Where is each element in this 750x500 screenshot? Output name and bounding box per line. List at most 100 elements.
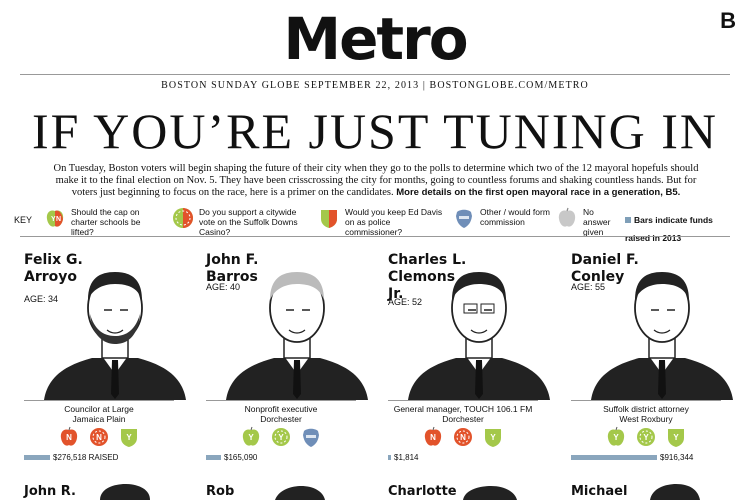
svg-text:Y: Y — [248, 433, 254, 442]
bars-legend-text: Bars indicate funds raised in 2013 — [625, 215, 713, 243]
charter-answer-icon: N — [60, 426, 78, 446]
police-answer-icon: Y — [668, 429, 684, 447]
candidate-name: Daniel F. Conley — [571, 252, 639, 286]
funds-raised-label: $916,344 — [660, 453, 694, 462]
next-candidate-name: Michael — [571, 484, 628, 499]
key-text: No answer given — [583, 207, 611, 237]
key-text: Other / would form commission — [480, 207, 550, 227]
svg-text:Y: Y — [126, 433, 132, 442]
funds-raised: $1,814 — [388, 453, 418, 462]
candidate-rule — [24, 400, 174, 401]
slot-machine-yes-no-icon — [173, 208, 193, 228]
key-label: KEY — [14, 215, 33, 225]
svg-text:Y: Y — [51, 216, 56, 223]
candidate-neighborhood: Dorchester — [442, 414, 484, 424]
candidate-description: Suffolk district attorney West Roxbury — [571, 404, 721, 424]
key-rule — [20, 236, 730, 237]
candidate-card: John F. Barros AGE: 40 Nonprofit executiv… — [206, 252, 368, 467]
svg-text:Y: Y — [490, 433, 496, 442]
candidate-age: AGE: 55 — [571, 282, 606, 292]
other-badge-icon — [456, 209, 472, 228]
next-portrait-head — [275, 486, 325, 500]
charter-answer-icon: Y — [242, 426, 260, 446]
funds-raised: $165,090 — [206, 453, 257, 462]
bar-legend-swatch — [625, 217, 631, 223]
next-portrait-head — [100, 484, 150, 500]
svg-text:Y: Y — [643, 433, 649, 442]
funds-raised-bar — [571, 455, 657, 460]
candidate-role: Nonprofit executive — [244, 404, 318, 414]
key-text: Do you support a citywide vote on the Su… — [199, 207, 298, 237]
casino-answer-icon: N — [454, 428, 472, 446]
candidate-role: General manager, TOUCH 106.1 FM — [393, 404, 533, 414]
casino-answer-icon: N — [90, 428, 108, 446]
key-item-charter: Y N Should the cap on charter schools be… — [44, 207, 159, 237]
police-answer-icon: Y — [485, 429, 501, 447]
candidate-portrait — [44, 272, 186, 400]
svg-text:Y: Y — [278, 433, 284, 442]
key-item-other: Other / would form commission — [453, 207, 553, 229]
candidate-card: Felix G. Arroyo AGE: 34 Councilor at Larg… — [24, 252, 186, 467]
funds-raised-bar — [206, 455, 221, 460]
funds-raised-bar — [388, 455, 391, 460]
headline: IF YOU’RE JUST TUNING IN — [32, 103, 718, 159]
intro-text: On Tuesday, Boston voters will begin sha… — [53, 163, 699, 198]
candidate-neighborhood: Dorchester — [260, 414, 302, 424]
candidate-role: Councilor at Large — [64, 404, 134, 414]
bars-legend: Bars indicate funds raised in 2013 — [625, 210, 720, 246]
svg-text:N: N — [430, 433, 436, 442]
key-item-police: Would you keep Ed Davis on as police com… — [318, 207, 448, 237]
candidate-rule — [571, 400, 721, 401]
charter-answer-icon: Y — [607, 426, 625, 446]
candidate-age: AGE: 52 — [388, 297, 423, 307]
funds-raised: $916,344 — [571, 453, 693, 462]
candidate-name-line: Daniel F. — [571, 252, 639, 268]
candidate-role: Suffolk district attorney — [603, 404, 689, 414]
candidate-name-line: Jr. — [388, 286, 404, 302]
candidate-age: AGE: 34 — [24, 294, 59, 304]
candidate-name-line: Felix G. — [24, 252, 83, 268]
candidate-name-line: Arroyo — [24, 269, 78, 285]
funds-raised-bar — [24, 455, 50, 460]
candidate-name-line: Conley — [571, 269, 625, 285]
masthead-rule — [20, 74, 730, 75]
key-text: Should the cap on charter schools be lif… — [71, 207, 141, 237]
candidate-description: Nonprofit executive Dorchester — [206, 404, 356, 424]
next-portrait-head — [463, 486, 517, 500]
candidate-neighborhood: Jamaica Plain — [72, 414, 126, 424]
svg-text:N: N — [66, 433, 72, 442]
candidate-age: AGE: 40 — [206, 282, 241, 292]
svg-text:N: N — [96, 433, 102, 442]
funds-raised-label: $165,090 — [224, 453, 258, 462]
next-portrait-head — [650, 484, 700, 500]
no-answer-apple-icon — [558, 207, 576, 227]
key-item-no-answer: No answer given — [556, 207, 616, 237]
next-candidate-name: John R. — [24, 484, 76, 499]
key-text: Would you keep Ed Davis on as police com… — [345, 207, 443, 237]
next-candidate-name: Rob — [206, 484, 235, 499]
intro-paragraph: On Tuesday, Boston voters will begin sha… — [44, 163, 708, 199]
svg-text:Y: Y — [673, 433, 679, 442]
candidate-portrait — [591, 272, 733, 400]
svg-text:N: N — [56, 216, 61, 223]
svg-text:Y: Y — [613, 433, 619, 442]
candidate-name-line: Charles L. — [388, 252, 467, 268]
police-answer-icon: Y — [121, 429, 137, 447]
casino-answer-icon: Y — [272, 428, 290, 446]
candidate-rule — [206, 400, 356, 401]
section-letter: B — [720, 8, 736, 33]
candidate-description: General manager, TOUCH 106.1 FM Dorchest… — [388, 404, 538, 424]
candidate-portrait — [408, 272, 550, 400]
key-item-casino: Do you support a citywide vote on the Su… — [172, 207, 302, 237]
police-badge-yes-no-icon — [321, 210, 337, 228]
candidate-name: Felix G. Arroyo — [24, 252, 83, 286]
candidate-neighborhood: West Roxbury — [619, 414, 673, 424]
police-answer-icon — [303, 428, 319, 447]
casino-answer-icon: Y — [637, 428, 655, 446]
candidate-name-line: John F. — [206, 252, 259, 268]
funds-raised: $276,518 RAISED — [24, 453, 118, 462]
candidate-name-line: Barros — [206, 269, 258, 285]
